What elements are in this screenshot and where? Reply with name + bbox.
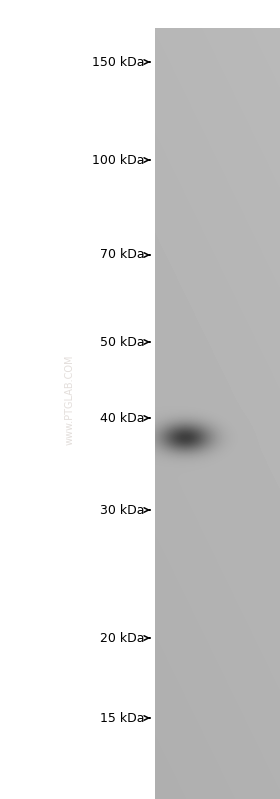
Text: 40 kDa: 40 kDa — [101, 411, 145, 424]
Text: 70 kDa: 70 kDa — [100, 248, 145, 261]
Text: 30 kDa: 30 kDa — [101, 503, 145, 516]
Text: 20 kDa: 20 kDa — [101, 631, 145, 645]
Text: 50 kDa: 50 kDa — [100, 336, 145, 348]
Text: 15 kDa: 15 kDa — [101, 711, 145, 725]
Text: 150 kDa: 150 kDa — [92, 55, 145, 69]
Text: www.PTGLAB.COM: www.PTGLAB.COM — [65, 354, 75, 445]
Text: 100 kDa: 100 kDa — [92, 153, 145, 166]
